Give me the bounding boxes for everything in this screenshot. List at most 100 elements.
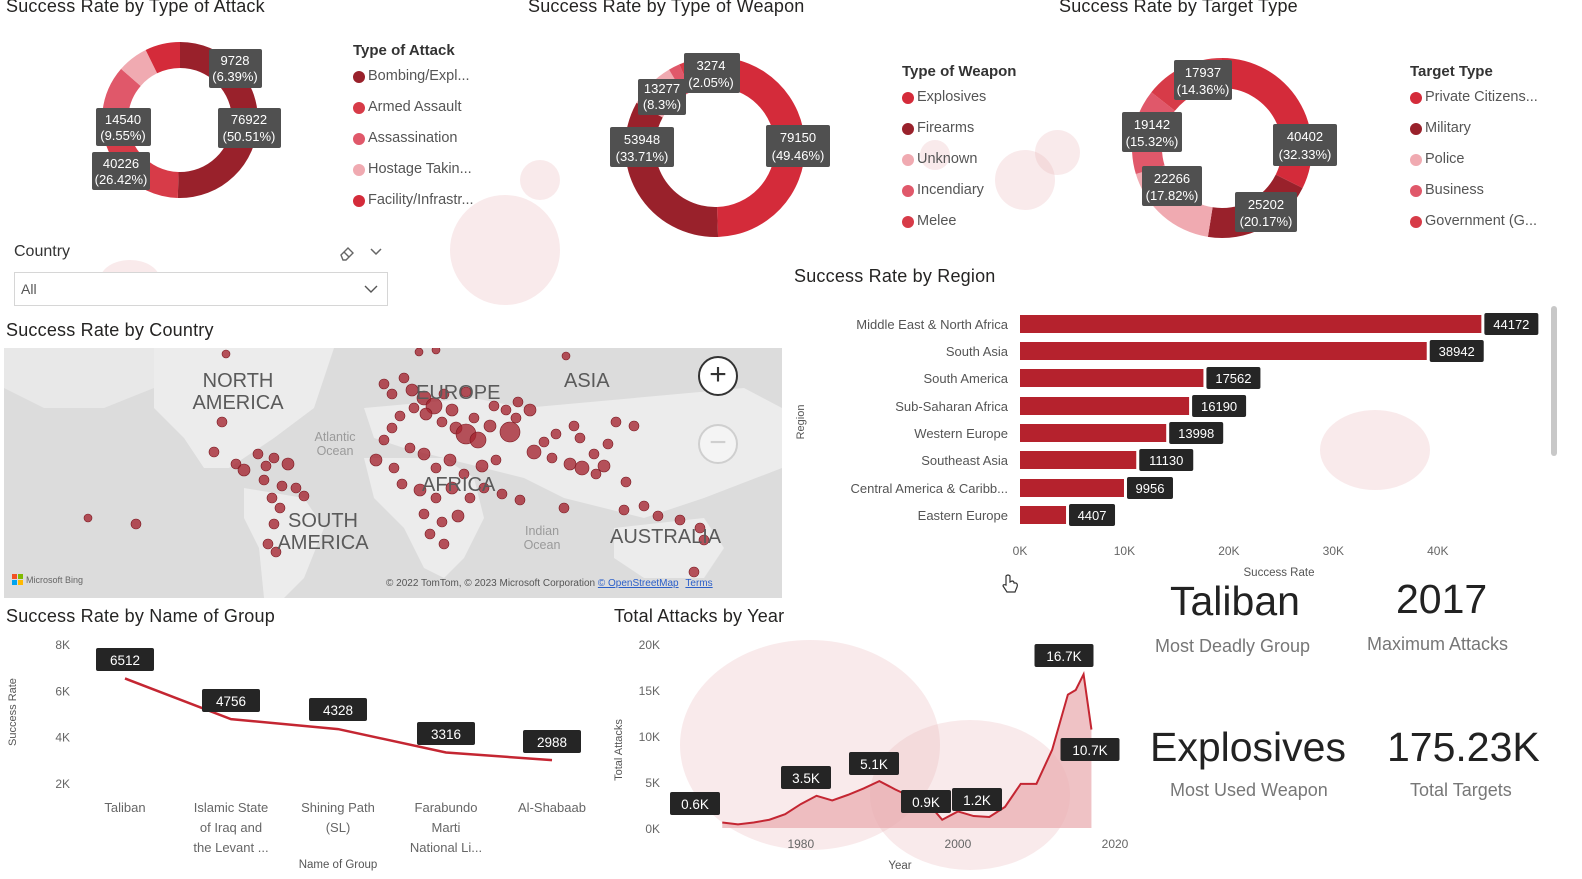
map-bubble[interactable] bbox=[290, 482, 302, 494]
map-bubble[interactable] bbox=[620, 476, 632, 488]
map-bubble[interactable] bbox=[468, 412, 480, 424]
region-bar[interactable] bbox=[1020, 315, 1482, 333]
map-bubble[interactable] bbox=[563, 457, 577, 471]
map-bubble[interactable] bbox=[610, 416, 622, 428]
legend-item[interactable]: Police bbox=[1410, 151, 1538, 182]
map-bubble[interactable] bbox=[602, 438, 614, 450]
legend-item[interactable]: Assassination bbox=[353, 130, 474, 161]
legend-item[interactable]: Unknown bbox=[902, 151, 1016, 182]
region-bar-chart[interactable]: Region Success Rate 0K 10K 20K 30K 40K Middle… bbox=[790, 300, 1560, 582]
legend-item[interactable]: Facility/Infrastr... bbox=[353, 192, 474, 223]
map-bubble[interactable] bbox=[378, 434, 390, 446]
region-bar[interactable] bbox=[1020, 369, 1204, 387]
map-bubble[interactable] bbox=[546, 452, 558, 464]
donut-slice[interactable] bbox=[625, 102, 719, 237]
zoom-in-button[interactable]: + bbox=[698, 356, 738, 396]
group-line-chart[interactable]: Success Rate Name of Group 8K 6K 4K 2K 6512 4… bbox=[0, 630, 600, 875]
map-bubble[interactable] bbox=[574, 432, 586, 444]
map-bubble[interactable] bbox=[588, 448, 600, 460]
map-bubble[interactable] bbox=[408, 402, 420, 414]
scrollbar[interactable] bbox=[1551, 306, 1557, 456]
target-donut-chart[interactable]: 17937 (14.36%) 19142 (15.32%) 22266 (17.… bbox=[1110, 50, 1350, 245]
legend-item[interactable]: Military bbox=[1410, 120, 1538, 151]
map-bubble[interactable] bbox=[424, 528, 436, 540]
map-bubble[interactable] bbox=[475, 459, 489, 473]
legend-item[interactable]: Explosives bbox=[902, 89, 1016, 120]
map-bubble[interactable] bbox=[445, 403, 459, 417]
donut-slice[interactable] bbox=[715, 57, 805, 237]
donut-slice[interactable] bbox=[102, 68, 141, 115]
map-bubble[interactable] bbox=[523, 403, 537, 417]
map-bubble[interactable] bbox=[268, 518, 280, 530]
year-area-chart[interactable]: Total Attacks Year 20K 15K 10K 5K 0K 1980 2000… bbox=[606, 630, 1146, 875]
map-bubble[interactable] bbox=[417, 447, 431, 461]
legend-item[interactable]: Firearms bbox=[902, 120, 1016, 151]
map-bubble[interactable] bbox=[445, 481, 459, 495]
map-bubble[interactable] bbox=[388, 462, 400, 474]
map-bubble[interactable] bbox=[510, 412, 522, 424]
map-bubble[interactable] bbox=[386, 422, 398, 434]
map-bubble[interactable] bbox=[618, 504, 630, 516]
map-bubble[interactable] bbox=[431, 348, 441, 355]
map-bubble[interactable] bbox=[230, 458, 242, 470]
legend-item[interactable]: Incendiary bbox=[902, 182, 1016, 213]
map-bubble[interactable] bbox=[558, 502, 570, 514]
map-bubble[interactable] bbox=[512, 396, 524, 408]
map-bubble[interactable] bbox=[568, 420, 580, 432]
donut-slice[interactable] bbox=[1222, 58, 1312, 189]
map-bubble[interactable] bbox=[394, 410, 406, 422]
legend-item[interactable]: Melee bbox=[902, 213, 1016, 244]
attack-donut-chart[interactable]: 9728 (6.39%) 14540 (9.55%) 40226 (26.42%… bbox=[70, 28, 310, 218]
legend-item[interactable]: Government (G... bbox=[1410, 213, 1538, 244]
region-bar[interactable] bbox=[1020, 342, 1427, 360]
map-bubble[interactable] bbox=[460, 386, 472, 398]
map-bubble[interactable] bbox=[130, 518, 142, 530]
map-bubble[interactable] bbox=[469, 431, 487, 449]
map-bubble[interactable] bbox=[443, 453, 457, 467]
map-bubble[interactable] bbox=[419, 407, 433, 421]
country-dropdown[interactable]: All bbox=[14, 272, 388, 306]
map-bubble[interactable] bbox=[418, 508, 430, 520]
legend-item[interactable]: Hostage Takin... bbox=[353, 161, 474, 192]
map-bubble[interactable] bbox=[561, 351, 571, 361]
map-bubble[interactable] bbox=[638, 500, 650, 512]
osm-link[interactable]: © OpenStreetMap bbox=[597, 578, 679, 589]
legend-item[interactable]: Business bbox=[1410, 182, 1538, 213]
map-bubble[interactable] bbox=[270, 546, 282, 558]
map-bubble[interactable] bbox=[221, 349, 231, 359]
map-bubble[interactable] bbox=[652, 510, 664, 522]
donut-slice[interactable] bbox=[145, 42, 180, 74]
map-bubble[interactable] bbox=[266, 492, 278, 504]
map-bubble[interactable] bbox=[258, 474, 270, 486]
map-bubble[interactable] bbox=[398, 372, 410, 384]
map-bubble[interactable] bbox=[438, 538, 450, 550]
map-bubble[interactable] bbox=[369, 453, 383, 467]
map-bubble[interactable] bbox=[514, 494, 526, 506]
region-bar[interactable] bbox=[1020, 397, 1190, 415]
map-bubble[interactable] bbox=[252, 448, 264, 460]
map-bubble[interactable] bbox=[496, 488, 508, 500]
map-bubble[interactable] bbox=[499, 421, 521, 443]
map-bubble[interactable] bbox=[698, 534, 710, 546]
map-bubble[interactable] bbox=[628, 420, 640, 432]
map-bubble[interactable] bbox=[694, 522, 706, 534]
map-bubble[interactable] bbox=[216, 416, 228, 428]
map-bubble[interactable] bbox=[451, 509, 465, 523]
map-bubble[interactable] bbox=[430, 462, 442, 474]
terms-link[interactable]: Terms bbox=[685, 578, 713, 589]
legend-item[interactable]: Private Citizens... bbox=[1410, 89, 1538, 120]
map-bubble[interactable] bbox=[550, 428, 562, 440]
map-bubble[interactable] bbox=[413, 483, 427, 497]
map-bubble[interactable] bbox=[260, 460, 272, 472]
map-bubble[interactable] bbox=[208, 446, 220, 458]
weapon-donut-chart[interactable]: 3274 (2.05%) 13277 (8.3%) 53948 (33.71%)… bbox=[600, 45, 840, 245]
chevron-down-icon[interactable] bbox=[369, 245, 383, 263]
map-bubble[interactable] bbox=[386, 388, 398, 400]
map-bubble[interactable] bbox=[458, 468, 470, 480]
map-bubble[interactable] bbox=[674, 514, 686, 526]
region-bar[interactable] bbox=[1020, 506, 1067, 524]
map-bubble[interactable] bbox=[276, 480, 288, 492]
map-bubble[interactable] bbox=[378, 378, 390, 390]
region-bar[interactable] bbox=[1020, 424, 1167, 442]
map-bubble[interactable] bbox=[590, 468, 602, 480]
